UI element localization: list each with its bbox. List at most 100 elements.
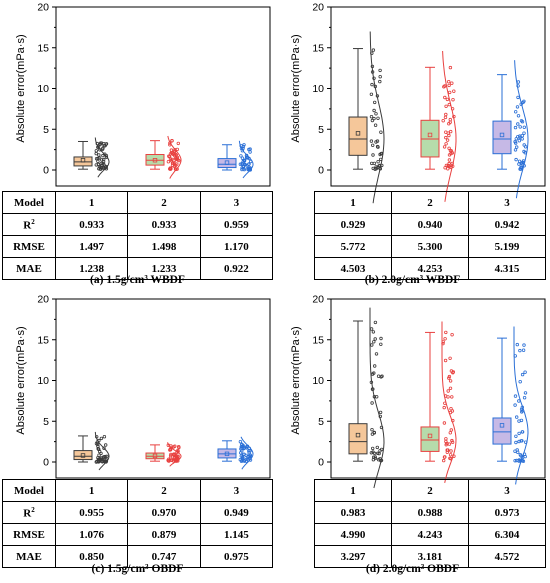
scatter-point xyxy=(449,449,453,453)
scatter-point xyxy=(449,428,453,432)
scatter-point xyxy=(248,453,253,458)
scatter-point xyxy=(447,90,452,95)
box-iqr xyxy=(73,450,93,461)
y-tick-label: 5 xyxy=(318,124,324,136)
scatter-point xyxy=(373,337,377,341)
scatter-point xyxy=(374,112,378,116)
plot-frame xyxy=(55,6,271,187)
scatter-point xyxy=(101,157,106,162)
y-tick-label: 5 xyxy=(318,416,324,428)
table-row: 4.503 4.253 4.315 xyxy=(314,257,546,280)
scatter-point xyxy=(369,161,374,166)
panel-a: 0 5 10 15 20 Absolute error(mPa·s) Model 1 2 3 R2… xyxy=(0,0,275,290)
row-label: MAE xyxy=(2,257,56,280)
table-cell: 1 xyxy=(54,191,129,214)
scatter-point xyxy=(445,97,450,102)
plot-frame xyxy=(330,6,546,187)
scatter-point xyxy=(370,118,375,123)
table-cell: 4.243 xyxy=(391,523,469,546)
scatter-point xyxy=(450,395,454,399)
panel-b: 0 5 10 15 20 Absolute error(mPa·s) 1 2 3 0.929 0.… xyxy=(275,0,550,290)
scatter-point xyxy=(371,455,376,459)
y-tick-label: 20 xyxy=(312,294,324,306)
box-iqr xyxy=(348,423,368,455)
table-row: RMSE 1.497 1.498 1.170 xyxy=(2,235,274,258)
scatter-point xyxy=(517,138,521,143)
chart-d: 0 5 10 15 20 Absolute error(mPa·s) xyxy=(290,294,546,489)
scatter-points xyxy=(369,48,384,171)
scatter-point xyxy=(376,374,381,378)
scatter-point xyxy=(447,133,451,138)
row-label: RMSE xyxy=(2,523,56,546)
table-cell: 5.300 xyxy=(391,235,469,258)
scatter-point xyxy=(521,100,525,105)
scatter-point xyxy=(523,370,527,374)
table-cell: 0.933 xyxy=(54,213,129,236)
table-cell: 4.253 xyxy=(391,257,469,280)
scatter-point xyxy=(513,394,518,398)
table-cell: 3.297 xyxy=(314,545,392,568)
scatter-point xyxy=(516,122,520,126)
scatter-point xyxy=(369,451,374,455)
box-mean-marker xyxy=(152,158,158,163)
y-tick-label: 10 xyxy=(37,375,49,387)
y-tick-label: 0 xyxy=(43,165,49,177)
scatter-point xyxy=(239,154,243,158)
scatter-point xyxy=(514,137,518,141)
scatter-point xyxy=(372,364,377,368)
scatter-point xyxy=(370,143,375,147)
scatter-point xyxy=(446,389,450,393)
table-header-row: Model 1 2 3 xyxy=(2,479,274,502)
box-iqr xyxy=(492,417,512,445)
scatter-point xyxy=(449,406,453,411)
table-cell: 2 xyxy=(127,479,201,502)
caption-a: (a) 1.5g/cm³ WBDF xyxy=(90,274,185,286)
table-cell: 1 xyxy=(314,479,392,502)
scatter-point xyxy=(513,141,518,145)
y-tick-label: 10 xyxy=(312,83,324,95)
scatter-point xyxy=(242,166,246,171)
scatter-point xyxy=(520,137,524,141)
scatter-point xyxy=(374,352,379,356)
scatter-point xyxy=(513,458,517,463)
scatter-point xyxy=(448,386,453,390)
box-mean-marker xyxy=(224,451,230,457)
scatter-point xyxy=(522,395,527,400)
y-tick-label: 20 xyxy=(312,2,324,14)
scatter-points xyxy=(441,330,456,463)
table-cell: 1.498 xyxy=(127,235,201,258)
table-cell: 0.879 xyxy=(127,523,201,546)
scatter-point xyxy=(370,82,374,87)
scatter-points xyxy=(94,141,109,171)
box-mean-marker xyxy=(427,132,433,138)
table-cell: 0.983 xyxy=(314,501,392,524)
scatter-point xyxy=(372,100,377,105)
y-axis-label: Absolute error(mPa·s) xyxy=(290,34,302,142)
row-label: Model xyxy=(2,191,56,214)
scatter-points xyxy=(166,443,181,463)
scatter-point xyxy=(515,342,519,347)
scatter-point xyxy=(372,161,377,166)
table-cell: 0.955 xyxy=(54,501,129,524)
scatter-point xyxy=(375,139,380,143)
scatter-point xyxy=(447,376,451,380)
table-row: 0.929 0.940 0.942 xyxy=(314,213,546,236)
scatter-point xyxy=(170,139,174,143)
scatter-point xyxy=(246,166,251,171)
table-cell: 4.503 xyxy=(314,257,392,280)
scatter-point xyxy=(450,438,454,443)
scatter-point xyxy=(374,165,378,169)
scatter-point xyxy=(451,97,455,102)
row-label: MAE xyxy=(2,545,56,568)
scatter-point xyxy=(519,161,523,165)
table-cell: 0.973 xyxy=(468,501,546,524)
table-cell: 2 xyxy=(391,191,469,214)
scatter-point xyxy=(446,167,450,171)
caption-b: (b) 2.0g/cm³ WBDF xyxy=(364,274,461,286)
density-curve xyxy=(513,326,529,485)
scatter-point xyxy=(519,165,524,169)
table-cell: 0.929 xyxy=(314,213,392,236)
scatter-point xyxy=(173,156,178,160)
scatter-point xyxy=(371,48,376,52)
